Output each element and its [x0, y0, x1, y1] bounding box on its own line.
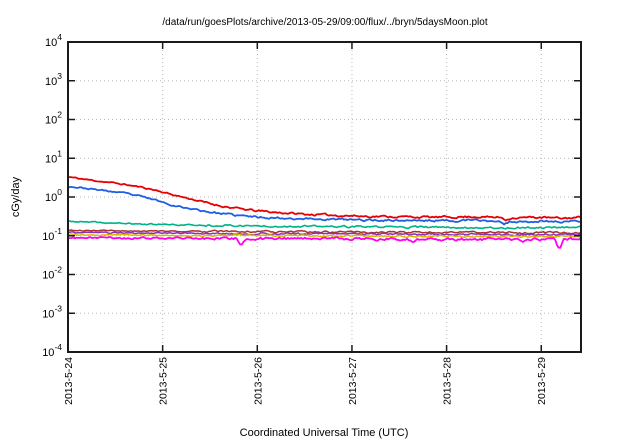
y-tick-label: 102 — [45, 110, 62, 127]
y-tick-label: 10-3 — [42, 303, 62, 320]
x-tick-label: 2013-5-24 — [63, 357, 75, 405]
series-line-dark-red — [68, 229, 581, 235]
y-tick-label: 101 — [45, 148, 62, 165]
y-tick-label: 10-4 — [42, 342, 62, 359]
series-line-yellow — [68, 233, 581, 239]
series-line-purple — [68, 231, 581, 237]
y-tick-label: 100 — [45, 187, 62, 204]
series-line-red — [68, 176, 581, 222]
x-tick-label: 2013-5-28 — [442, 357, 454, 405]
y-axis-label: cGy/day — [10, 176, 22, 218]
plot-title: /data/run/goesPlots/archive/2013-05-29/0… — [162, 17, 488, 28]
x-tick-label: 2013-5-27 — [347, 357, 359, 405]
x-tick-label: 2013-5-25 — [158, 357, 170, 405]
y-tick-label: 10-1 — [42, 226, 62, 243]
x-axis-label: Coordinated Universal Time (UTC) — [239, 427, 409, 439]
y-tick-label: 103 — [45, 71, 62, 88]
series-line-magenta — [68, 236, 581, 249]
series-line-blue — [68, 185, 581, 226]
x-tick-label: 2013-5-29 — [536, 357, 548, 405]
y-tick-label: 104 — [45, 32, 62, 49]
y-tick-label: 10-2 — [42, 265, 62, 282]
x-tick-label: 2013-5-26 — [252, 357, 264, 405]
series-line-green — [68, 220, 581, 230]
